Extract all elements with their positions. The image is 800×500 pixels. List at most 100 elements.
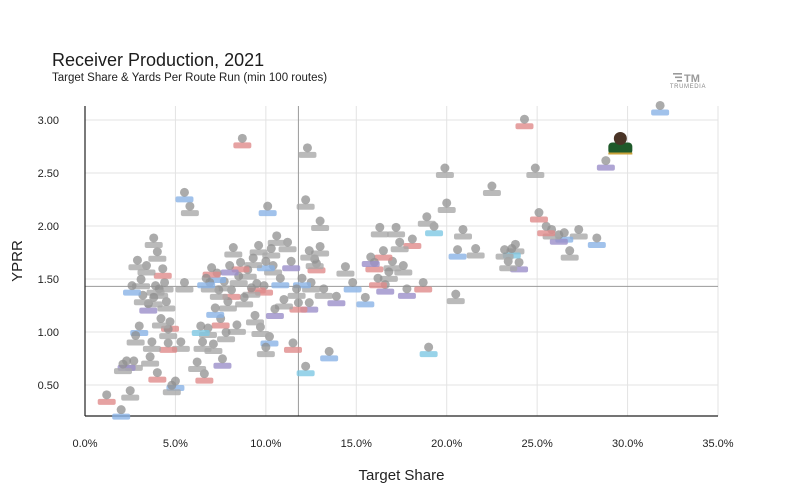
y-tick-label: 1.50 (38, 274, 59, 286)
y-tick-label: 0.50 (38, 380, 59, 392)
player-marker (159, 338, 178, 353)
player-marker (482, 181, 501, 197)
player-marker (126, 330, 145, 346)
brand-name: TRUMEDIA (669, 84, 707, 90)
player-marker (256, 342, 275, 358)
player-marker (419, 342, 438, 358)
player-marker (283, 338, 302, 353)
x-tick-label: 10.0% (250, 438, 281, 450)
player-marker (121, 386, 140, 401)
player-marker (175, 277, 194, 293)
trumedia-logo-icon: TM (673, 73, 700, 83)
player-marker (370, 222, 389, 238)
player-marker (343, 277, 362, 293)
player-marker (515, 114, 534, 130)
y-tick-label: 3.00 (38, 115, 59, 127)
player-marker (246, 310, 265, 326)
player-marker (311, 216, 330, 231)
y-tick-label: 1.00 (38, 327, 59, 339)
player-marker (267, 231, 286, 246)
player-marker (151, 314, 170, 329)
x-tick-label: 0.0% (72, 438, 97, 450)
player-marker (132, 274, 151, 290)
player-marker (289, 298, 308, 313)
player-marker (495, 245, 514, 260)
player-marker (220, 261, 239, 276)
player-marker (148, 368, 167, 383)
player-marker (569, 224, 588, 240)
player-marker (217, 327, 236, 343)
player-marker (596, 156, 615, 171)
player-marker (529, 208, 548, 223)
player-marker (153, 264, 172, 279)
player-marker (142, 337, 161, 352)
player-marker (97, 390, 116, 405)
player-marker (437, 198, 456, 213)
brand-logo: TM TRUMEDIA (664, 72, 712, 90)
player-marker (180, 201, 199, 217)
chart-subtitle: Target Share & Yards Per Route Run (min … (52, 72, 328, 84)
player-marker (112, 405, 131, 420)
player-marker (453, 224, 472, 240)
player-marker (397, 284, 416, 299)
player-marker (227, 320, 246, 335)
player-marker (466, 244, 485, 259)
player-marker (537, 221, 556, 237)
player-marker (265, 304, 284, 319)
player-marker (311, 241, 330, 257)
player-marker (560, 246, 579, 261)
player-marker (162, 380, 181, 396)
player-marker (414, 277, 433, 293)
player-marker (233, 133, 252, 149)
player-marker (296, 195, 315, 210)
player-marker (235, 292, 254, 308)
highlighted-player-marker (608, 132, 633, 155)
y-tick-label: 2.50 (38, 168, 59, 180)
player-marker (417, 212, 436, 227)
player-marker (526, 163, 545, 178)
player-marker (446, 289, 465, 305)
player-marker (113, 359, 132, 375)
player-marker (298, 143, 317, 158)
reference-lines (85, 106, 718, 416)
x-tick-label: 25.0% (522, 438, 553, 450)
player-marker (206, 303, 225, 318)
x-tick-label: 35.0% (702, 438, 733, 450)
x-axis-title: Target Share (359, 467, 445, 484)
player-marker (213, 354, 232, 369)
player-marker (587, 233, 606, 248)
player-marker (356, 292, 375, 308)
axes: 0.0% 5.0% 10.0% 15.0% 20.0% 25.0% 30.0% 35.0% 0.… (38, 106, 734, 450)
player-marker (191, 321, 210, 336)
y-axis-title: YPRR (9, 240, 26, 282)
player-marker (287, 284, 306, 299)
player-marker (374, 246, 393, 261)
player-marker (188, 357, 207, 372)
player-marker (148, 247, 167, 262)
x-tick-label: 20.0% (431, 438, 462, 450)
player-marker (193, 337, 212, 352)
player-marker (387, 222, 406, 238)
player-marker (300, 246, 319, 261)
player-marker (651, 100, 670, 116)
player-marker (144, 233, 163, 248)
player-marker (448, 245, 467, 260)
chart-title: Receiver Production, 2021 (52, 50, 265, 70)
x-tick-label: 30.0% (612, 438, 643, 450)
player-marker (314, 284, 333, 299)
x-tick-label: 15.0% (341, 438, 372, 450)
player-marker (249, 240, 268, 256)
player-marker (368, 273, 387, 289)
player-marker (141, 352, 160, 367)
player-marker (282, 256, 301, 272)
svg-text:TM: TM (684, 73, 700, 83)
player-marker (435, 163, 454, 178)
player-marker (128, 255, 147, 271)
player-marker (320, 346, 339, 362)
player-marker (258, 201, 277, 217)
player-marker (336, 262, 355, 277)
player-marker (274, 294, 293, 310)
player-marker (157, 297, 176, 312)
player-marker (327, 291, 346, 307)
